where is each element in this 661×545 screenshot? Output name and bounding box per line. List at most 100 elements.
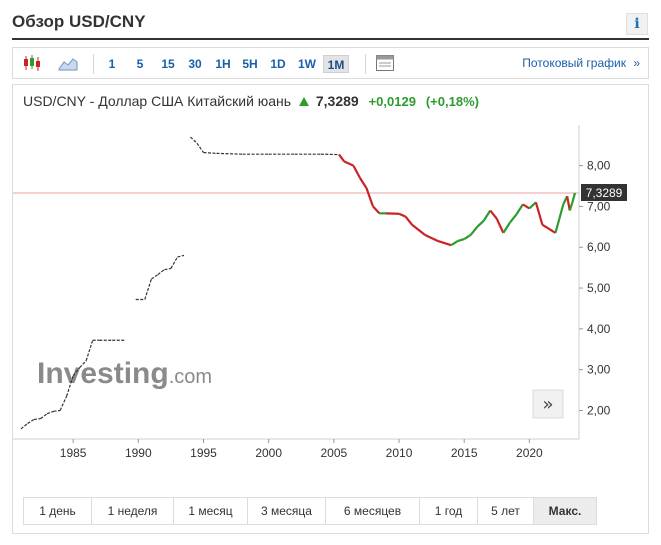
price-segment (398, 212, 406, 218)
range-button-7[interactable]: Макс. (534, 498, 596, 524)
price-segment (566, 196, 571, 211)
period-15[interactable]: 15 (161, 57, 175, 71)
price-segment (79, 360, 87, 369)
price-segment (463, 234, 472, 240)
price-segment (59, 395, 68, 411)
price-segment (352, 165, 361, 179)
price-segment (72, 367, 81, 377)
area-chart-icon[interactable] (57, 53, 79, 73)
price-segment (469, 226, 479, 236)
chart-toolbar: 1 5 15 30 1H 5H 1D 1W 1M Потоковый график » (12, 47, 649, 79)
x-tick-label: 2020 (516, 446, 543, 460)
price-segment (365, 187, 374, 207)
y-tick-label: 3,00 (587, 363, 611, 377)
price-segment (164, 267, 172, 271)
price-segment (568, 202, 574, 211)
range-button-3[interactable]: 3 месяца (248, 498, 326, 524)
period-5h[interactable]: 5H (242, 57, 258, 71)
x-tick-label: 1990 (125, 446, 152, 460)
price-segment (27, 418, 35, 425)
layout-icon[interactable] (374, 53, 396, 73)
y-tick-label: 4,00 (587, 322, 611, 336)
period-1w[interactable]: 1W (298, 57, 316, 71)
price-segment (554, 218, 561, 234)
price-segment (20, 423, 28, 430)
price-segment (437, 240, 452, 247)
price-change: +0,0129 (368, 94, 416, 109)
price-segment (534, 202, 544, 226)
price-segment (216, 152, 243, 155)
x-tick-label: 2015 (451, 446, 478, 460)
range-button-1[interactable]: 1 неделя (92, 498, 174, 524)
price-segment (343, 160, 354, 167)
price-change-pct: (+0,18%) (425, 94, 479, 109)
x-tick-label: 2010 (386, 446, 413, 460)
period-30[interactable]: 30 (188, 57, 202, 71)
stream-chart-label: Потоковый график (522, 56, 626, 70)
y-tick-label: 2,00 (587, 403, 611, 417)
range-button-5[interactable]: 1 год (420, 498, 478, 524)
y-tick-label: 8,00 (587, 159, 611, 173)
price-segment (571, 192, 577, 203)
watermark-logo: Investing.com (37, 357, 212, 390)
double-chevron-right-icon[interactable]: » (542, 394, 553, 415)
price-segment (53, 409, 61, 412)
price-segment (482, 209, 492, 222)
price-segment (457, 238, 465, 243)
double-chevron-icon: » (633, 56, 640, 70)
price-segment (33, 418, 41, 421)
y-tick-label: 6,00 (587, 240, 611, 254)
price-segment (203, 151, 217, 154)
period-5[interactable]: 5 (136, 57, 144, 71)
price-segment (522, 203, 530, 210)
price-segment (196, 142, 204, 153)
price-segment (515, 203, 524, 216)
price-segment (548, 227, 557, 234)
y-tick-label: 5,00 (587, 281, 611, 295)
price-segment (541, 223, 550, 230)
period-1h[interactable]: 1H (215, 57, 231, 71)
price-segment (558, 204, 565, 219)
price-segment (151, 274, 159, 280)
price-segment (338, 153, 346, 163)
candlestick-icon[interactable] (21, 53, 43, 73)
range-button-2[interactable]: 1 месяц (174, 498, 248, 524)
price-segment (424, 233, 439, 243)
range-button-4[interactable]: 6 месяцев (326, 498, 420, 524)
price-segment (508, 213, 518, 224)
up-arrow-icon (298, 97, 309, 106)
period-1m[interactable]: 1M (323, 55, 349, 73)
period-1d[interactable]: 1D (270, 57, 286, 71)
x-tick-label: 1985 (60, 446, 87, 460)
quote-header: USD/CNY - Доллар США Китайский юань 7,32… (23, 93, 479, 109)
stream-chart-link[interactable]: Потоковый график » (522, 56, 640, 70)
price-segment (502, 222, 511, 234)
page-title: Обзор USD/CNY (12, 12, 146, 31)
watermark-suffix: .com (169, 366, 212, 388)
watermark-brand: Investing (37, 357, 169, 390)
period-1[interactable]: 1 (108, 57, 116, 71)
x-tick-label: 2005 (320, 446, 347, 460)
instrument-name: USD/CNY - Доллар США Китайский юань (23, 93, 292, 109)
price-chart[interactable]: Investing.com 2,00 3,00 4,00 5,00 6,00 7,00 8,0… (13, 125, 648, 465)
price-segment (411, 223, 426, 236)
price-segment (40, 413, 48, 420)
title-divider (12, 38, 649, 40)
range-button-6[interactable]: 5 лет (478, 498, 534, 524)
price-segment (46, 410, 54, 415)
range-button-0[interactable]: 1 день (24, 498, 92, 524)
info-icon[interactable]: i (626, 13, 648, 35)
y-tick-label: 7,00 (587, 199, 611, 213)
price-segment (85, 340, 94, 361)
price-segment (476, 219, 485, 228)
current-price-badge (581, 183, 627, 201)
last-price: 7,3289 (315, 93, 359, 109)
scroll-right-button[interactable] (532, 389, 564, 419)
price-segment (495, 218, 505, 234)
current-price-label: 7,3289 (586, 186, 623, 200)
price-segment (528, 201, 537, 210)
x-tick-label: 1995 (190, 446, 217, 460)
chart-panel: USD/CNY - Доллар США Китайский юань 7,32… (12, 84, 649, 534)
price-segment (66, 375, 74, 397)
price-segment (450, 240, 459, 247)
